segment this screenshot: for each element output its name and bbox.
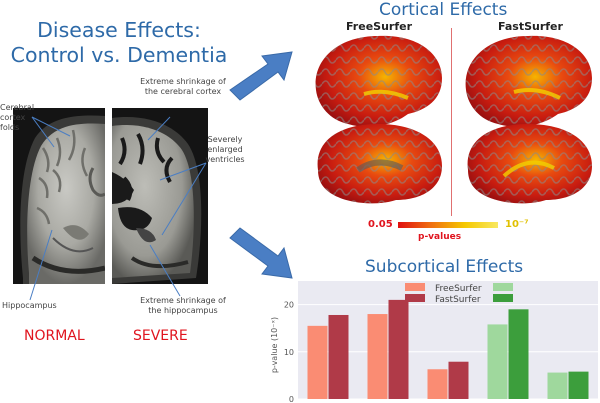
title-line-2: Control vs. Dementia: [10, 43, 228, 67]
cortical-col-fastsurfer: FastSurfer: [498, 20, 563, 33]
legend-swatch-freesurfer-green: [493, 283, 513, 291]
legend-swatch-fastsurfer-green: [493, 294, 513, 302]
annotation-severely-enlarged-ventricles: Severely enlarged ventricles: [205, 135, 245, 164]
bar-fastsurfer-3: [448, 361, 469, 399]
arrow-to-cortical: [229, 51, 293, 101]
colorbar-max: 10⁻⁷: [505, 219, 529, 230]
bar-fastsurfer-5: [568, 371, 589, 399]
subcortical-effects-title: Subcortical Effects: [365, 257, 524, 277]
bar-fastsurfer-1: [328, 314, 349, 399]
subcortical-bar-chart: 0 10 20 p-value (10⁻ˣ) FreeSurfer FastSurf…: [270, 281, 598, 403]
bar-freesurfer-5: [547, 372, 568, 399]
bar-fastsurfer-2: [388, 299, 409, 399]
chart-y-label: p-value (10⁻ˣ): [270, 317, 279, 373]
annotation-extreme-shrinkage-cortex: Extreme shrinkage of the cerebral cortex: [140, 77, 226, 96]
brain-fastsurfer-medial: [467, 124, 592, 204]
cortical-brain-maps: [315, 35, 592, 204]
y-tick-label: 0: [289, 395, 294, 403]
legend-fastsurfer: FastSurfer: [435, 295, 481, 305]
y-tick-label: 10: [284, 348, 294, 357]
cortical-divider: [451, 28, 452, 216]
annotation-lines: [29, 116, 207, 301]
bar-fastsurfer-4: [508, 309, 529, 399]
bar-freesurfer-1: [307, 325, 328, 399]
title-line-1: Disease Effects:: [37, 18, 201, 42]
mri-severe-image: [112, 108, 208, 284]
arrow-to-subcortical: [229, 227, 293, 279]
cortical-effects-title: Cortical Effects: [379, 0, 508, 20]
bar-freesurfer-2: [367, 314, 388, 399]
mri-normal-image: [13, 108, 105, 284]
bar-freesurfer-4: [487, 324, 508, 399]
y-tick-label: 20: [284, 301, 294, 310]
colorbar-label: p-values: [418, 232, 462, 242]
brain-freesurfer-lateral: [315, 35, 442, 127]
brain-fastsurfer-lateral: [465, 35, 592, 127]
annotation-hippocampus: Hippocampus: [2, 301, 57, 310]
chart-y-ticks: 0 10 20: [284, 301, 294, 403]
legend-swatch-fastsurfer-crimson: [405, 294, 425, 302]
colorbar: [398, 222, 498, 228]
legend-swatch-freesurfer-salmon: [405, 283, 425, 291]
annotation-extreme-shrinkage-hippocampus: Extreme shrinkage of the hippocampus: [140, 296, 226, 315]
label-normal: NORMAL: [24, 328, 85, 344]
chart-legend: FreeSurfer FastSurfer: [405, 283, 513, 305]
legend-freesurfer: FreeSurfer: [435, 284, 482, 294]
disease-effects-title: Disease Effects: Control vs. Dementia: [0, 18, 238, 68]
annotation-cerebral-cortex-folds: Cerebral cortex folds: [0, 103, 35, 132]
colorbar-min: 0.05: [368, 219, 393, 230]
bar-freesurfer-3: [427, 369, 448, 399]
brain-freesurfer-medial: [317, 124, 442, 204]
chart-bars: [307, 299, 589, 399]
label-severe: SEVERE: [133, 328, 188, 344]
cortical-col-freesurfer: FreeSurfer: [346, 20, 413, 33]
